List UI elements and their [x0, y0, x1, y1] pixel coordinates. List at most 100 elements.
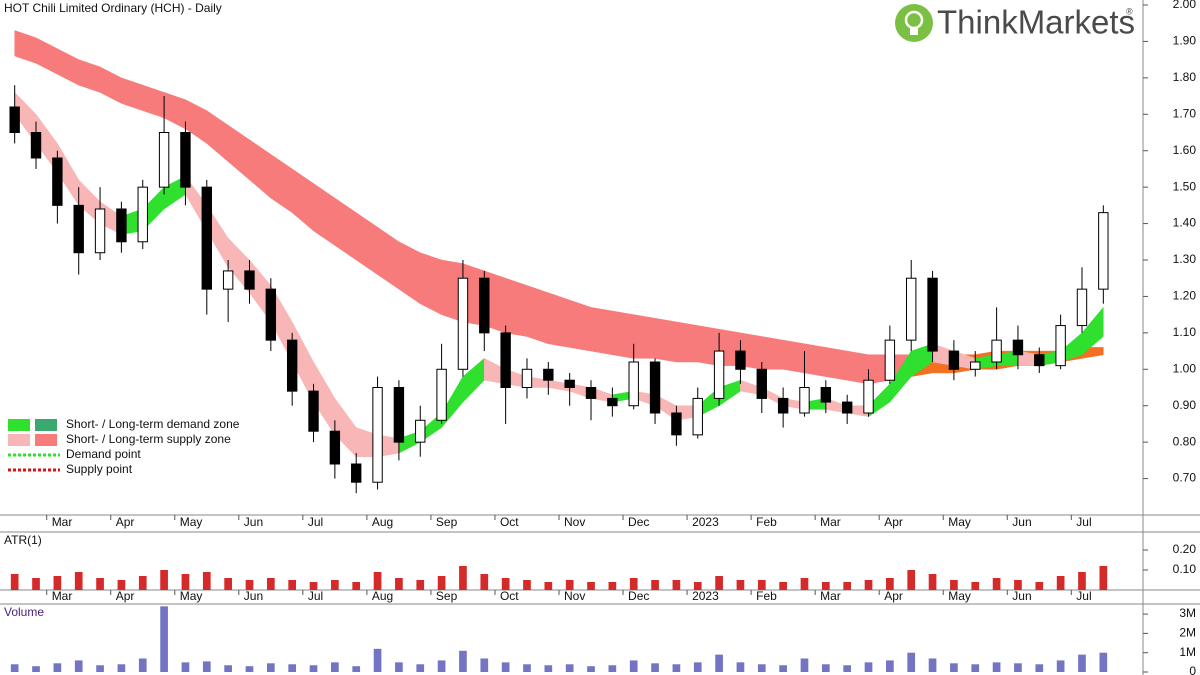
- candle-body: [820, 387, 832, 403]
- candle-body: [244, 270, 255, 290]
- bar: [181, 574, 190, 590]
- x-tick-label: 2023: [692, 515, 719, 529]
- y-tick-label: 1.50: [1173, 179, 1197, 193]
- bar: [160, 570, 168, 590]
- band-segment: [590, 307, 613, 356]
- bar: [565, 580, 574, 590]
- bar: [352, 582, 361, 590]
- y-tick-label: 3M: [1179, 606, 1196, 620]
- bar: [53, 576, 62, 590]
- bar: [928, 574, 937, 590]
- bar: [693, 582, 702, 590]
- candle-body: [1034, 354, 1045, 367]
- x-tick-label: Apr: [116, 589, 135, 603]
- bar: [971, 582, 980, 590]
- legend-swatch: [8, 419, 30, 431]
- bar: [1035, 664, 1044, 672]
- x-tick-label: May: [948, 589, 971, 603]
- x-tick-label: May: [180, 589, 203, 603]
- x-tick-label: Apr: [116, 515, 135, 529]
- bar: [288, 580, 297, 590]
- candle-body: [180, 132, 191, 188]
- y-tick-label: 1.40: [1173, 216, 1197, 230]
- bar: [629, 660, 638, 672]
- logo-icon: [895, 4, 933, 42]
- bar: [736, 580, 745, 590]
- x-tick-label: Jul: [308, 589, 323, 603]
- bar: [202, 572, 211, 590]
- bar: [53, 663, 62, 672]
- y-tick-label: 0.20: [1173, 542, 1197, 556]
- x-tick-label: Sep: [436, 515, 458, 529]
- candle-body: [1012, 339, 1024, 356]
- candle-body: [457, 277, 469, 370]
- candle-body: [735, 350, 746, 370]
- bar: [886, 660, 894, 672]
- x-tick-label: Jul: [1076, 515, 1091, 529]
- x-tick-label: Apr: [884, 515, 903, 529]
- bar: [96, 665, 104, 672]
- bar: [1056, 576, 1065, 590]
- legend-label: Demand point: [66, 447, 141, 461]
- candle-body: [372, 387, 383, 483]
- x-tick-label: Aug: [372, 589, 393, 603]
- candle-body: [9, 106, 20, 133]
- bar: [843, 665, 852, 672]
- y-tick-label: 1.70: [1173, 106, 1197, 120]
- x-tick-label: Dec: [628, 589, 649, 603]
- band-segment: [846, 350, 869, 385]
- candle-body: [521, 368, 533, 388]
- band-segment: [505, 277, 528, 337]
- bar: [395, 578, 403, 590]
- candle-body: [201, 186, 212, 290]
- candle-body: [30, 132, 42, 159]
- x-tick-label: May: [948, 515, 971, 529]
- bar: [715, 576, 723, 590]
- band-segment: [633, 314, 656, 359]
- bar: [928, 658, 937, 672]
- candle-body: [436, 368, 447, 421]
- band-segment: [804, 343, 827, 377]
- x-tick-label: Jun: [244, 515, 263, 529]
- candle-body: [863, 379, 874, 414]
- x-tick-label: Jun: [244, 589, 263, 603]
- candle-body: [628, 361, 639, 407]
- band-segment: [782, 339, 805, 374]
- x-tick-label: Mar: [52, 515, 73, 529]
- y-tick-label: 1.10: [1173, 325, 1197, 339]
- bar: [373, 648, 382, 672]
- legend-label: Short- / Long-term demand zone: [66, 417, 240, 431]
- band-segment: [612, 310, 634, 359]
- band-segment: [676, 321, 698, 363]
- band-segment: [548, 292, 570, 348]
- x-tick-label: Dec: [628, 515, 649, 529]
- bar: [992, 662, 1001, 672]
- x-tick-label: Nov: [564, 515, 585, 529]
- bar: [629, 578, 638, 590]
- candle-body: [543, 368, 554, 381]
- y-tick-label: 0.80: [1173, 434, 1197, 448]
- y-tick-label: 1.90: [1173, 34, 1197, 48]
- bar: [971, 664, 980, 672]
- candle-body: [564, 379, 575, 389]
- y-tick-label: 0.10: [1173, 562, 1197, 576]
- x-tick-label: Jul: [1076, 589, 1091, 603]
- y-tick-label: 1.00: [1173, 361, 1197, 375]
- x-tick-label: 2023: [692, 589, 719, 603]
- x-tick-label: Apr: [884, 589, 903, 603]
- candle-body: [841, 401, 853, 414]
- bar: [224, 665, 232, 672]
- band-segment: [526, 285, 549, 345]
- bar: [395, 662, 403, 672]
- y-tick-label: 1M: [1179, 645, 1196, 659]
- bar: [309, 665, 318, 672]
- candle-body: [116, 208, 127, 243]
- bar: [843, 582, 852, 590]
- bar: [608, 665, 617, 672]
- x-tick-label: Feb: [756, 589, 777, 603]
- x-tick-label: Mar: [820, 589, 841, 603]
- candle-body: [52, 157, 63, 206]
- bar: [544, 582, 553, 590]
- candle-body: [158, 132, 170, 188]
